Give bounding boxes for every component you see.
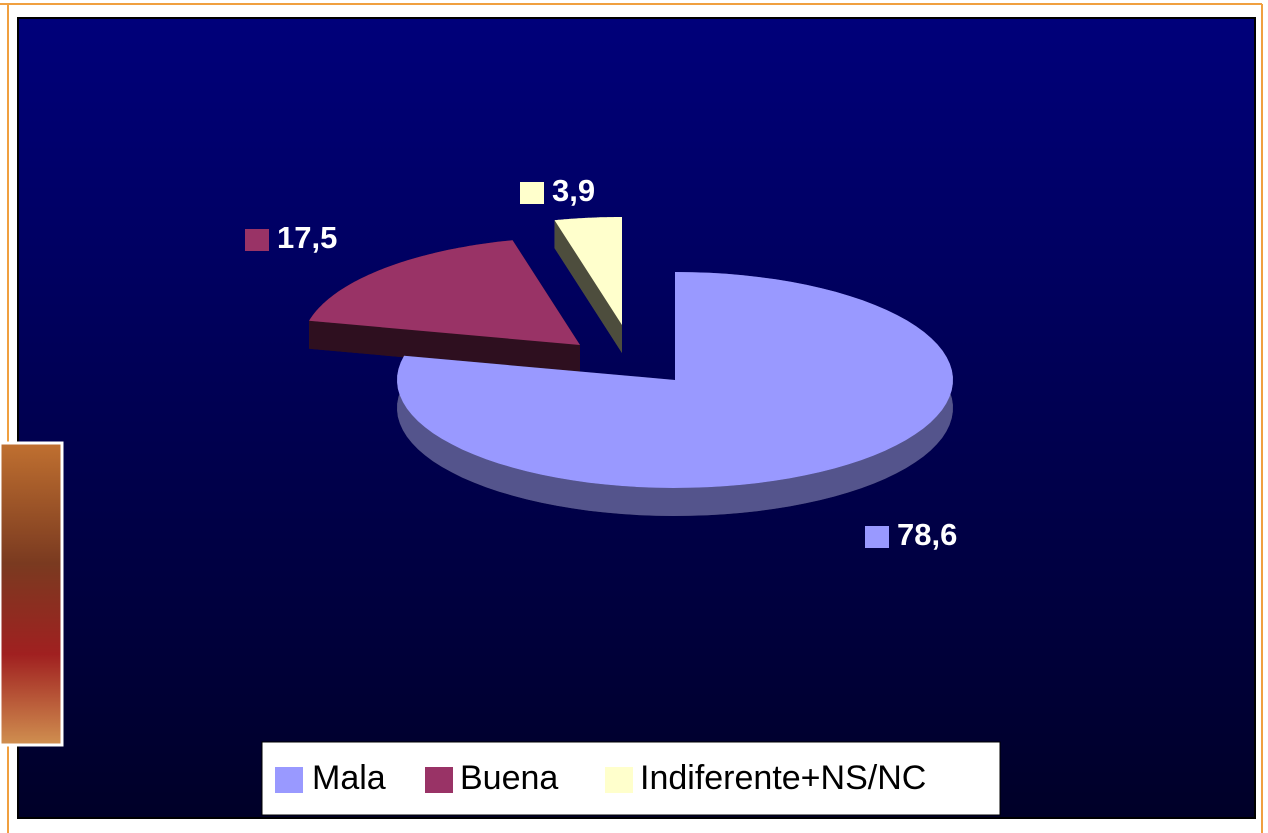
slice (397, 272, 953, 488)
slice (309, 240, 580, 345)
data-label: 3,9 (552, 173, 595, 208)
legend-key (425, 767, 453, 793)
legend-label: Mala (312, 759, 386, 797)
legend-label: Indiferente+NS/NC (640, 759, 926, 797)
photo (0, 441, 64, 747)
data-label: 17,5 (277, 220, 337, 255)
data-label-key (865, 526, 889, 548)
legend-key (605, 767, 633, 793)
slice (554, 217, 622, 325)
legend-label: Buena (460, 759, 558, 797)
legend-key (275, 767, 303, 793)
data-label-key (245, 229, 269, 251)
data-label: 78,6 (897, 517, 957, 552)
pie (309, 217, 953, 516)
slice-face (309, 320, 580, 373)
data-label-key (520, 182, 544, 204)
slice-face (554, 220, 622, 353)
